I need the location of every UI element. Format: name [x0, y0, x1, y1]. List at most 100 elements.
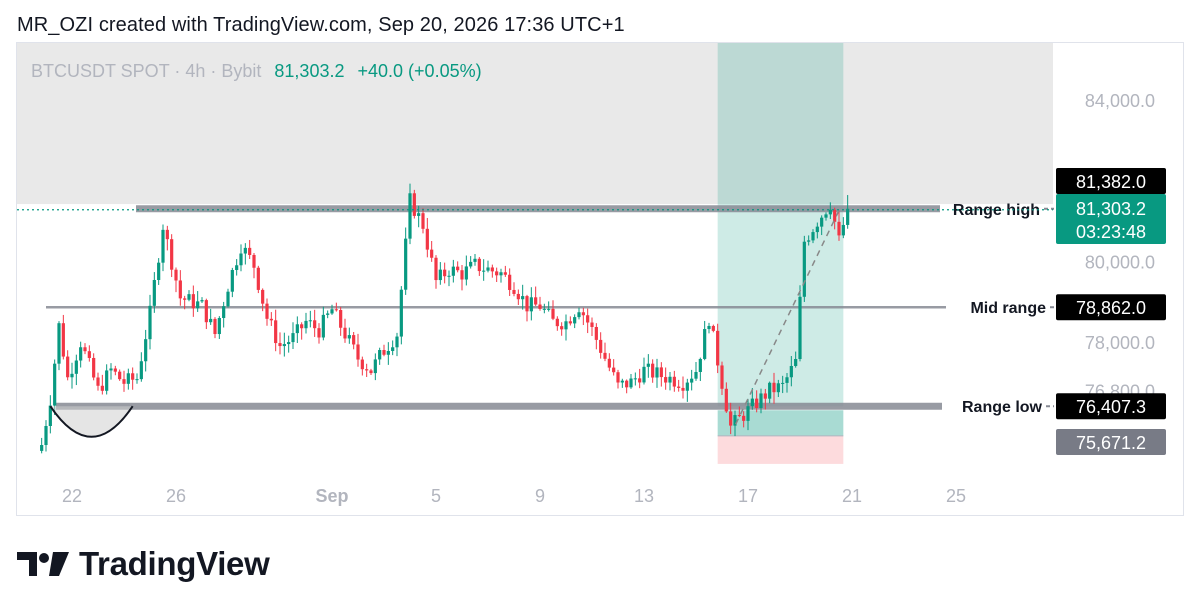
candle-body	[274, 320, 278, 344]
candle-body	[460, 270, 464, 280]
candle-body	[421, 213, 425, 229]
candle-body	[222, 306, 226, 318]
candle-body	[174, 269, 178, 281]
candle-body	[594, 326, 598, 340]
candle-body	[352, 335, 356, 345]
candle-body	[148, 305, 152, 340]
candle-body	[824, 214, 828, 218]
candle-body	[846, 208, 850, 225]
candle-body	[135, 379, 139, 381]
candle-body	[304, 320, 308, 329]
candle-body	[230, 269, 234, 292]
candle-body	[794, 359, 798, 366]
tradingview-brand[interactable]: TradingView	[17, 544, 270, 584]
candle-body	[191, 294, 195, 309]
candle-body	[694, 371, 698, 379]
candle-body	[464, 266, 468, 280]
high-price-label: 81,382.0	[1056, 168, 1166, 194]
level-label: Range high	[953, 202, 1040, 219]
candle-body	[105, 370, 109, 391]
candle-body	[547, 308, 551, 310]
candle-body	[157, 262, 161, 280]
candle-body	[239, 253, 243, 266]
candle-body	[482, 270, 486, 272]
candle-body	[204, 300, 208, 323]
candle-body	[343, 327, 347, 339]
candle-body	[525, 296, 529, 312]
candle-body	[430, 249, 434, 258]
candle-body	[256, 267, 260, 290]
legend-price: 81,303.2	[274, 61, 345, 81]
x-tick-label: 21	[842, 486, 862, 506]
candle-body	[521, 296, 525, 300]
tradingview-logo-icon	[17, 552, 69, 576]
candle-body	[690, 378, 694, 383]
legend-change: +40.0 (+0.05%)	[357, 61, 482, 81]
candle-body	[529, 297, 533, 312]
candles-layer	[40, 183, 850, 454]
candle-body	[243, 247, 247, 254]
candle-body	[217, 317, 221, 335]
candle-body	[66, 356, 70, 378]
candle-body	[261, 289, 265, 304]
low-price-label: 76,407.3	[1056, 393, 1166, 420]
candle-body	[508, 274, 512, 290]
candle-body	[716, 330, 720, 366]
candle-body	[96, 377, 100, 386]
candle-body	[750, 398, 754, 407]
candle-body	[590, 322, 594, 327]
candle-body	[443, 269, 447, 277]
candle-body	[100, 385, 104, 391]
candle-body	[187, 294, 191, 300]
candle-body	[469, 261, 473, 267]
candle-body	[196, 301, 200, 309]
candle-body	[291, 333, 295, 343]
candle-body	[53, 363, 57, 406]
candle-body	[781, 382, 785, 384]
candle-body	[490, 267, 494, 272]
candle-body	[334, 309, 338, 311]
y-tick-label: 78,000.0	[1085, 333, 1155, 353]
candle-body	[612, 367, 616, 373]
x-tick-label: 17	[738, 486, 758, 506]
candle-body	[742, 415, 746, 421]
candle-body	[226, 291, 230, 307]
candle-body	[126, 373, 130, 384]
price-label-box	[1056, 429, 1166, 455]
candle-body	[417, 213, 421, 216]
candle-body	[512, 289, 516, 294]
candle-body	[412, 193, 416, 216]
candle-body	[668, 376, 672, 383]
candle-body	[798, 296, 802, 360]
level-label: Mid range	[970, 300, 1046, 317]
candle-body	[235, 265, 239, 270]
candle-body	[711, 325, 715, 331]
candle-body	[378, 350, 382, 360]
candle-body	[729, 411, 733, 426]
candle-body	[664, 377, 668, 383]
position-target-zone	[717, 43, 844, 407]
candle-body	[161, 229, 165, 263]
candle-body	[599, 339, 603, 353]
candle-body	[707, 325, 711, 330]
candle-body	[625, 380, 629, 388]
candle-body	[802, 241, 806, 297]
current-price-label: 81,303.2 03:23:48	[1056, 194, 1166, 244]
candle-body	[616, 372, 620, 383]
candle-body	[703, 329, 707, 359]
candle-body	[560, 326, 564, 330]
candle-body	[213, 318, 217, 335]
symbol-legend[interactable]: BTCUSDT SPOT · 4h · Bybit 81,303.2 +40.0…	[31, 61, 482, 82]
candle-body	[287, 342, 291, 345]
candle-body	[495, 271, 499, 276]
candle-body	[87, 351, 91, 358]
candle-body	[122, 379, 126, 384]
position-filled-zone	[717, 410, 844, 436]
x-tick-label: 25	[946, 486, 966, 506]
x-tick-label: 9	[535, 486, 545, 506]
candle-body	[568, 321, 572, 324]
drawings-layer: Range high Mid range Range low	[17, 202, 1053, 438]
candle-body	[278, 343, 282, 347]
candle-body	[391, 347, 395, 352]
